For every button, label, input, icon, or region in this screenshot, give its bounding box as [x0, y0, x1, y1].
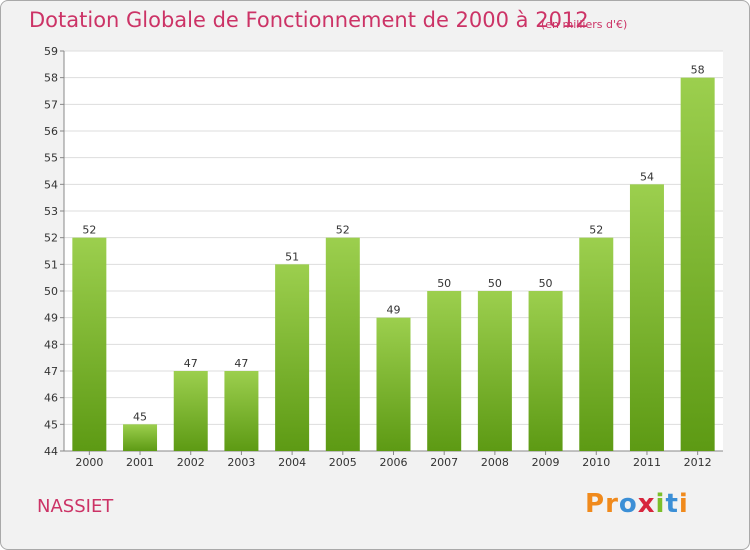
- bar-2003: [224, 371, 259, 451]
- bar-2006: [376, 317, 411, 451]
- y-tick-label: 58: [44, 72, 58, 85]
- chart-subtitle: (en milliers d'€): [541, 18, 628, 31]
- bar-2008: [477, 291, 512, 451]
- x-tick-label: 2012: [684, 456, 712, 469]
- bar-2000: [72, 237, 107, 451]
- bar-value-label: 50: [437, 277, 451, 290]
- x-tick-label: 2009: [532, 456, 560, 469]
- x-tick-label: 2003: [227, 456, 255, 469]
- logo-letter: t: [665, 489, 679, 519]
- logo-letter: o: [618, 489, 638, 519]
- bar-value-label: 52: [336, 224, 350, 237]
- bar-2007: [427, 291, 462, 451]
- logo-letter: i: [655, 489, 666, 519]
- x-tick-label: 2002: [177, 456, 205, 469]
- x-tick-label: 2000: [75, 456, 103, 469]
- x-tick-label: 2007: [430, 456, 458, 469]
- bar-2001: [123, 424, 158, 451]
- y-tick-label: 51: [44, 258, 58, 271]
- y-tick-label: 57: [44, 98, 58, 111]
- town-name: NASSIET: [37, 496, 114, 517]
- y-tick-label: 50: [44, 285, 58, 298]
- bar-value-label: 49: [387, 304, 401, 317]
- bar-value-label: 50: [488, 277, 502, 290]
- bar-value-label: 45: [133, 410, 147, 423]
- bar-value-label: 52: [589, 224, 603, 237]
- y-tick-label: 59: [44, 45, 58, 58]
- logo-letter: i: [678, 489, 689, 519]
- bar-value-label: 51: [285, 250, 299, 263]
- bar-value-label: 50: [539, 277, 553, 290]
- x-tick-label: 2004: [278, 456, 306, 469]
- x-tick-label: 2005: [329, 456, 357, 469]
- bar-value-label: 47: [234, 357, 248, 370]
- x-tick-label: 2008: [481, 456, 509, 469]
- bar-2009: [528, 291, 563, 451]
- y-tick-label: 53: [44, 205, 58, 218]
- bar-2005: [325, 237, 360, 451]
- bar-value-label: 58: [691, 64, 705, 77]
- bar-2012: [680, 77, 715, 452]
- chart-title: Dotation Globale de Fonctionnement de 20…: [29, 8, 589, 32]
- logo-letter: P: [585, 489, 606, 519]
- logo-letter: r: [605, 489, 619, 519]
- proxiti-logo: Proxiti: [585, 489, 689, 519]
- y-tick-label: 47: [44, 365, 58, 378]
- y-tick-label: 48: [44, 338, 58, 351]
- y-tick-label: 55: [44, 152, 58, 165]
- bar-2004: [275, 264, 310, 451]
- y-tick-label: 45: [44, 418, 58, 431]
- bar-value-label: 47: [184, 357, 198, 370]
- y-tick-label: 52: [44, 232, 58, 245]
- x-tick-label: 2001: [126, 456, 154, 469]
- y-tick-label: 56: [44, 125, 58, 138]
- bar-2002: [173, 371, 208, 451]
- x-tick-label: 2010: [582, 456, 610, 469]
- bar-value-label: 52: [82, 224, 96, 237]
- y-tick-label: 44: [44, 445, 58, 458]
- y-tick-label: 54: [44, 178, 58, 191]
- bar-value-label: 54: [640, 170, 654, 183]
- x-tick-label: 2006: [380, 456, 408, 469]
- y-tick-label: 49: [44, 312, 58, 325]
- y-tick-label: 46: [44, 392, 58, 405]
- x-tick-label: 2011: [633, 456, 661, 469]
- logo-letter: x: [637, 489, 656, 519]
- bar-2011: [629, 184, 664, 452]
- bar-2010: [579, 237, 614, 451]
